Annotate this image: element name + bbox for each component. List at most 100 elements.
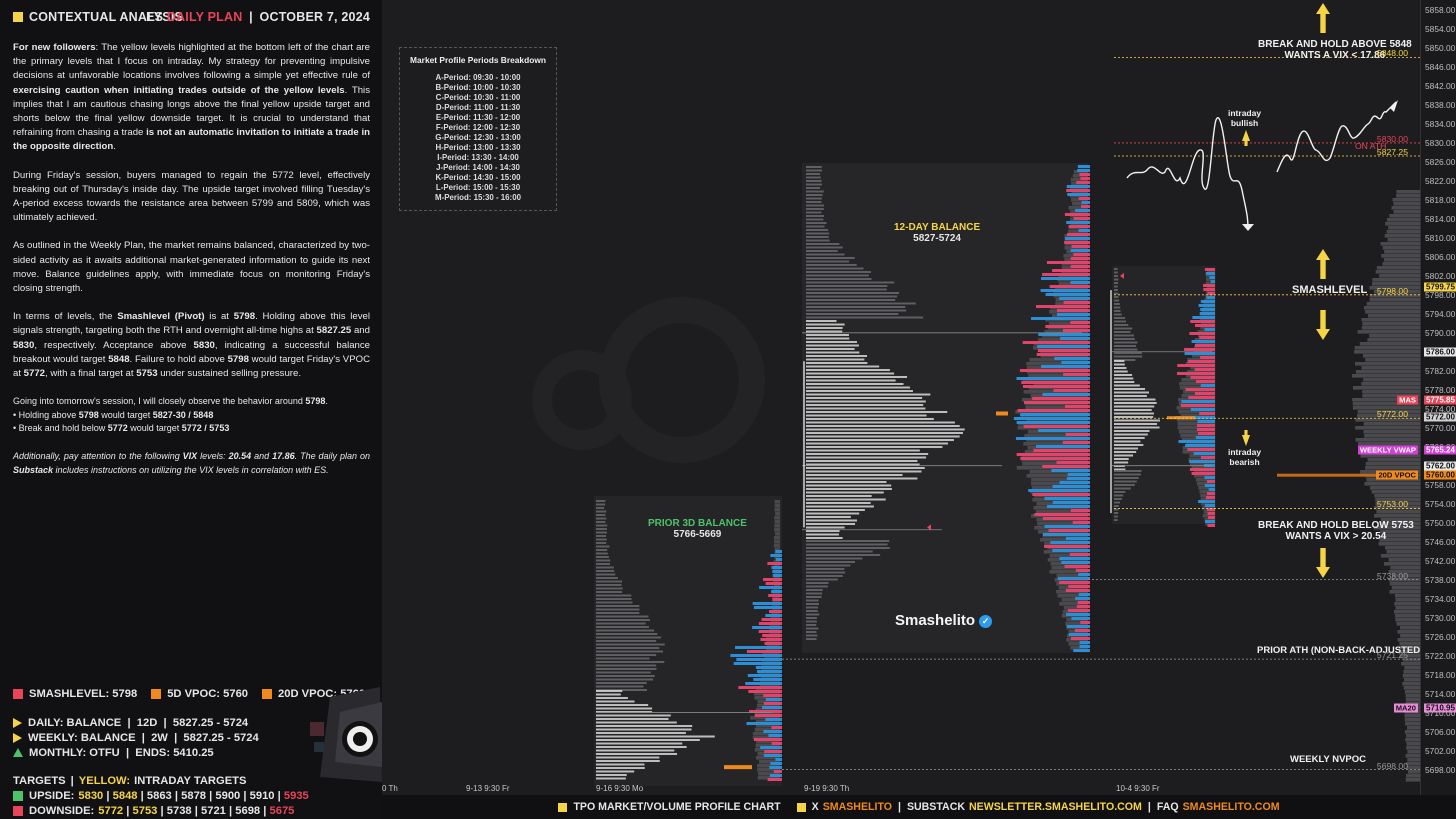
volume-bar bbox=[1186, 442, 1215, 446]
volume-bar bbox=[1201, 502, 1215, 506]
tpo-row bbox=[806, 428, 965, 431]
delta-bar bbox=[1072, 521, 1090, 524]
delta-bar bbox=[748, 690, 782, 693]
delta-bar bbox=[1041, 277, 1090, 280]
volume-bar bbox=[773, 568, 780, 572]
delta-bar bbox=[752, 602, 782, 605]
volume-bar bbox=[1386, 230, 1420, 234]
footer-chart-label: TPO MARKET/VOLUME PROFILE CHART bbox=[573, 801, 781, 813]
break-above-line2: WANTS A VIX < 17.86 bbox=[1284, 50, 1386, 61]
tpo-row bbox=[806, 432, 963, 434]
time-axis[interactable]: 0 Th 9-13 9:30 Fr 9-16 9:30 Mo 9-19 9:30 Th… bbox=[382, 783, 1420, 795]
tpo-row bbox=[596, 739, 700, 741]
tpo-row bbox=[1114, 303, 1120, 305]
volume-bar bbox=[1362, 394, 1420, 398]
delta-bar bbox=[1070, 281, 1090, 284]
volume-bar bbox=[1395, 598, 1420, 602]
volume-bar bbox=[1392, 198, 1420, 202]
volume-bar bbox=[1386, 550, 1420, 554]
volume-bar bbox=[770, 616, 780, 620]
tpo-row bbox=[806, 211, 822, 214]
tpo-chart[interactable]: 12-DAY BALANCE 5827-5724 PRIOR 3D BALANC… bbox=[382, 0, 1420, 795]
delta-bar bbox=[771, 726, 782, 729]
delta-bar bbox=[1061, 361, 1090, 364]
volume-bar bbox=[1394, 610, 1420, 614]
delta-bar bbox=[753, 678, 782, 681]
small-down-arrow-icon bbox=[1242, 430, 1250, 446]
tpo-row bbox=[1114, 377, 1134, 380]
tpo-row bbox=[806, 281, 895, 284]
volume-bar bbox=[1206, 290, 1215, 294]
tpo-row bbox=[1114, 440, 1141, 443]
tpo-row bbox=[806, 320, 837, 322]
delta-bar bbox=[1200, 300, 1215, 303]
delta-bar bbox=[1204, 484, 1215, 487]
delta-bar bbox=[1033, 449, 1090, 452]
volume-bar bbox=[1024, 434, 1088, 438]
tpo-row bbox=[806, 495, 872, 497]
volume-bar bbox=[1354, 362, 1420, 366]
tpo-row bbox=[1114, 355, 1143, 358]
tpo-row bbox=[806, 620, 817, 623]
tpo-row bbox=[806, 442, 948, 445]
footer-substack-label: SUBSTACK bbox=[906, 801, 966, 813]
volume-bar bbox=[1178, 410, 1215, 414]
price-axis[interactable]: 5858.00 5854.00 5850.00 5846.00 5842.00 5838.… bbox=[1420, 0, 1456, 795]
volume-bar bbox=[1070, 178, 1088, 182]
volume-bar bbox=[774, 520, 780, 524]
footer-faq-link[interactable]: SMASHELITO.COM bbox=[1182, 801, 1280, 813]
upside-targets: 5830 | 5848 | 5863 | 5878 | 5900 | 5910 … bbox=[78, 790, 308, 802]
volume-bar bbox=[774, 532, 780, 536]
tpo-row bbox=[806, 362, 868, 364]
tpo-row bbox=[596, 556, 609, 558]
volume-bar bbox=[773, 560, 780, 564]
delta-bar bbox=[763, 694, 782, 697]
text-segment: 5798 bbox=[305, 396, 326, 407]
volume-bar bbox=[1395, 606, 1420, 610]
volume-bar bbox=[1379, 274, 1420, 278]
volume-bar bbox=[1364, 434, 1420, 438]
tpo-row bbox=[1114, 444, 1144, 446]
tpo-row bbox=[806, 554, 881, 556]
footer-x-handle[interactable]: SMASHELITO bbox=[822, 801, 892, 813]
delta-bar bbox=[1206, 480, 1215, 483]
delta-bar bbox=[1194, 392, 1215, 395]
price-tick: 5802.00 bbox=[1425, 270, 1456, 281]
text-segment: . The daily plan on bbox=[294, 451, 370, 462]
tpo-row bbox=[806, 509, 865, 511]
text-segment: 5772 bbox=[23, 368, 46, 380]
delta-bar bbox=[1080, 205, 1090, 208]
tpo-row bbox=[806, 435, 960, 438]
volume-bar bbox=[1197, 330, 1215, 334]
tpo-row bbox=[806, 397, 923, 399]
bullish-line1: intraday bbox=[1228, 108, 1262, 118]
volume-bar bbox=[1182, 450, 1215, 454]
footer-substack-link[interactable]: NEWSLETTER.SMASHELITO.COM bbox=[969, 801, 1142, 813]
delta-bar bbox=[747, 674, 782, 677]
level-label: 5827.25 bbox=[1376, 146, 1408, 157]
tpo-row bbox=[806, 173, 821, 175]
tpo-row bbox=[806, 592, 823, 595]
pivot-marker-icon bbox=[1120, 272, 1124, 279]
delta-bar bbox=[1185, 388, 1215, 391]
target-value: 5721 bbox=[201, 804, 226, 817]
delta-bar bbox=[1189, 460, 1215, 463]
volume-bar bbox=[1065, 622, 1088, 626]
volume-bar bbox=[756, 704, 780, 708]
price-tick: 5718.00 bbox=[1425, 669, 1456, 680]
delta-bar bbox=[1078, 573, 1090, 576]
tpo-row bbox=[596, 661, 665, 663]
tpo-row bbox=[806, 516, 851, 518]
tpo-row bbox=[1114, 374, 1133, 376]
volume-bar bbox=[1187, 358, 1215, 362]
delta-bar bbox=[1193, 452, 1215, 455]
tpo-row bbox=[806, 540, 890, 542]
tpo-row bbox=[806, 306, 906, 308]
volume-bar bbox=[1048, 322, 1088, 326]
volume-bar bbox=[1361, 366, 1420, 370]
delta-bar bbox=[749, 710, 782, 713]
tpo-row bbox=[806, 498, 886, 501]
tpo-row bbox=[596, 746, 687, 748]
delta-bar bbox=[1057, 577, 1090, 580]
volume-bar bbox=[1406, 726, 1420, 730]
